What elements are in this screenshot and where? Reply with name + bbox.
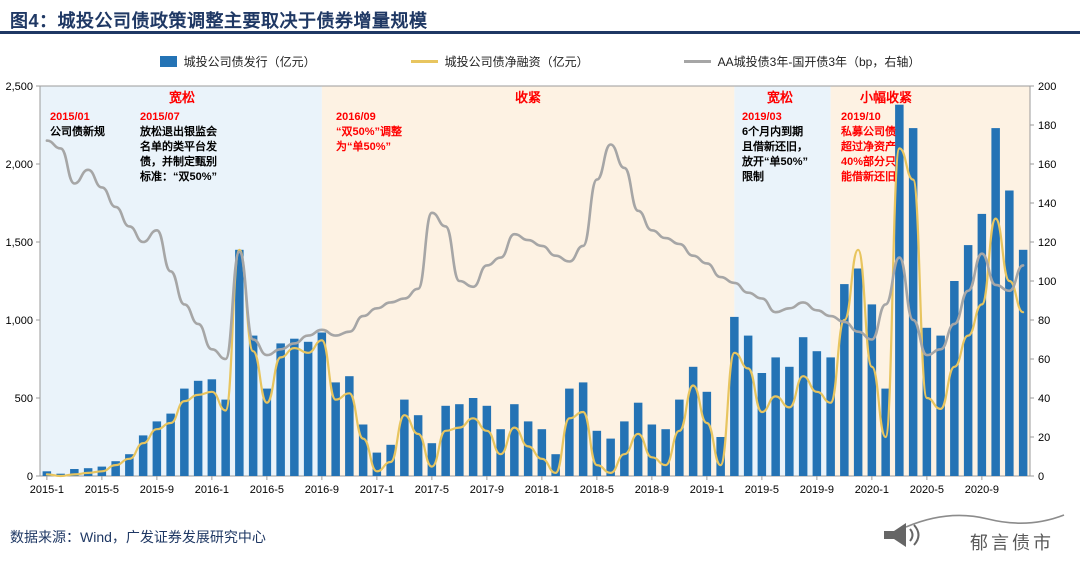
svg-text:60: 60 — [1038, 354, 1050, 366]
svg-text:2020-9: 2020-9 — [965, 484, 999, 496]
svg-text:2016-5: 2016-5 — [250, 484, 284, 496]
y-axis-left: 0 500 1,000 1,500 2,000 2,500 — [5, 81, 40, 483]
svg-text:0: 0 — [1038, 471, 1044, 483]
svg-text:2015-5: 2015-5 — [85, 484, 119, 496]
svg-text:2015-9: 2015-9 — [140, 484, 174, 496]
legend-bar-swatch — [159, 56, 177, 67]
svg-text:2020-1: 2020-1 — [855, 484, 889, 496]
x-axis: 2015-1 2015-5 2015-9 2016-1 2016-5 2016-9 2017… — [30, 476, 999, 496]
net-financing-line — [45, 147, 1025, 478]
svg-text:80: 80 — [1038, 315, 1050, 327]
svg-text:20: 20 — [1038, 432, 1050, 444]
svg-text:120: 120 — [1038, 237, 1056, 249]
svg-text:1,500: 1,500 — [5, 237, 33, 249]
spread-line — [45, 139, 1025, 361]
svg-text:500: 500 — [15, 393, 33, 405]
svg-text:2,500: 2,500 — [5, 81, 33, 93]
legend-label: AA城投债3年-国开债3年（bp，右轴） — [717, 55, 921, 69]
y-axis-right: 0 20 40 60 80 100 120 140 160 180 200 — [1030, 81, 1056, 483]
svg-text:2018-9: 2018-9 — [635, 484, 669, 496]
legend-item: AA城投债3年-国开债3年（bp，右轴） — [683, 53, 921, 70]
chart-area: 0 500 1,000 1,500 2,000 2,500 0 20 40 60 80 100 120 1… — [0, 76, 1080, 506]
svg-text:2020-5: 2020-5 — [910, 484, 944, 496]
svg-text:0: 0 — [27, 471, 33, 483]
legend-label: 城投公司债发行（亿元） — [183, 55, 316, 69]
svg-text:1,000: 1,000 — [5, 315, 33, 327]
svg-text:2019-5: 2019-5 — [745, 484, 779, 496]
svg-text:180: 180 — [1038, 120, 1056, 132]
svg-text:2018-5: 2018-5 — [580, 484, 614, 496]
data-source-note: 数据来源：Wind，广发证券发展研究中心 — [10, 529, 266, 545]
svg-text:160: 160 — [1038, 159, 1056, 171]
svg-text:140: 140 — [1038, 198, 1056, 210]
svg-text:2,000: 2,000 — [5, 159, 33, 171]
svg-text:100: 100 — [1038, 276, 1056, 288]
legend-item: 城投公司债净融资（亿元） — [410, 53, 589, 70]
svg-text:2019-9: 2019-9 — [800, 484, 834, 496]
svg-text:2016-9: 2016-9 — [305, 484, 339, 496]
title-divider — [0, 31, 1080, 34]
brand-logo-text: 郁言债市 — [970, 533, 1054, 553]
legend-line-swatch — [683, 60, 711, 63]
svg-text:2019-1: 2019-1 — [690, 484, 724, 496]
legend-label: 城投公司债净融资（亿元） — [444, 55, 589, 69]
legend-item: 城投公司债发行（亿元） — [159, 53, 316, 70]
svg-text:40: 40 — [1038, 393, 1050, 405]
legend-line-swatch — [410, 60, 438, 63]
svg-text:2017-9: 2017-9 — [470, 484, 504, 496]
legend: 城投公司债发行（亿元） 城投公司债净融资（亿元） AA城投债3年-国开债3年（bp，… — [0, 53, 1080, 70]
brand-logo: 郁言债市 — [884, 514, 1065, 553]
svg-text:2018-1: 2018-1 — [525, 484, 559, 496]
megaphone-icon — [884, 523, 920, 547]
issuance-bars — [42, 104, 1028, 476]
svg-text:2015-1: 2015-1 — [30, 484, 64, 496]
svg-text:2017-1: 2017-1 — [360, 484, 394, 496]
figure-title: 图4：城投公司债政策调整主要取决于债券增量规模 — [10, 11, 428, 31]
phase-region — [321, 86, 735, 476]
wave-swoosh-icon — [905, 514, 1065, 528]
svg-text:2017-5: 2017-5 — [415, 484, 449, 496]
svg-text:2016-1: 2016-1 — [195, 484, 229, 496]
svg-text:200: 200 — [1038, 81, 1056, 93]
chart-svg: 0 500 1,000 1,500 2,000 2,500 0 20 40 60 80 100 120 1… — [5, 81, 1056, 496]
